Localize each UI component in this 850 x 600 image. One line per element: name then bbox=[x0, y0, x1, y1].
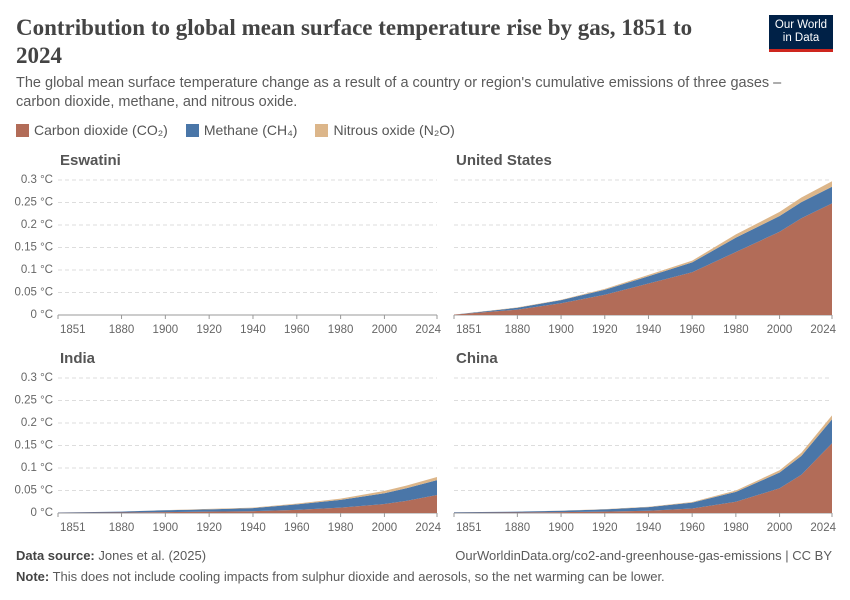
y-tick-label: 0.3 °C bbox=[21, 174, 53, 186]
x-tick-label: 2024 bbox=[810, 522, 836, 534]
legend-swatch bbox=[185, 123, 199, 137]
legend: Carbon dioxide (CO₂) Methane (CH₄) Nitrous… bbox=[16, 122, 455, 138]
x-tick-label: 2024 bbox=[810, 324, 836, 336]
x-tick-label: 1980 bbox=[723, 324, 749, 336]
x-tick-label: 1960 bbox=[679, 324, 705, 336]
area bbox=[454, 443, 832, 513]
x-tick-label: 1960 bbox=[284, 324, 310, 336]
y-tick-label: 0.1 °C bbox=[21, 462, 53, 474]
x-tick-label: 2024 bbox=[415, 522, 441, 534]
x-tick-label: 1900 bbox=[548, 324, 574, 336]
legend-item[interactable]: Carbon dioxide (CO₂) bbox=[16, 122, 168, 138]
area bbox=[454, 203, 832, 315]
y-tick-label: 0.15 °C bbox=[15, 242, 53, 254]
legend-swatch bbox=[16, 123, 29, 137]
note: Note: This does not include cooling impa… bbox=[16, 569, 665, 584]
x-tick-label: 2000 bbox=[372, 324, 398, 336]
x-tick-label: 1960 bbox=[284, 522, 310, 534]
x-tick-label: 1960 bbox=[679, 522, 705, 534]
source-url[interactable]: OurWorldinData.org/co2-and-greenhouse-ga… bbox=[455, 548, 832, 563]
x-tick-label: 1851 bbox=[60, 324, 86, 336]
x-tick-label: 1920 bbox=[592, 522, 618, 534]
x-tick-label: 1900 bbox=[153, 324, 179, 336]
panel-title: India bbox=[60, 350, 96, 367]
y-tick-label: 0.05 °C bbox=[15, 287, 53, 299]
x-tick-label: 1851 bbox=[456, 324, 482, 336]
legend-label: Nitrous oxide (N₂O) bbox=[333, 122, 455, 138]
x-tick-label: 1900 bbox=[153, 522, 179, 534]
x-tick-label: 1980 bbox=[328, 324, 354, 336]
x-tick-label: 1940 bbox=[240, 324, 266, 336]
x-tick-label: 1980 bbox=[328, 522, 354, 534]
legend-item[interactable]: Nitrous oxide (N₂O) bbox=[315, 122, 455, 138]
logo[interactable]: Our World in Data bbox=[769, 15, 833, 52]
x-tick-label: 1940 bbox=[636, 522, 662, 534]
x-tick-label: 1940 bbox=[636, 324, 662, 336]
y-tick-label: 0.2 °C bbox=[21, 219, 53, 231]
panel-title: United States bbox=[456, 152, 552, 169]
y-tick-label: 0.1 °C bbox=[21, 264, 53, 276]
note-text: This does not include cooling impacts fr… bbox=[52, 569, 665, 584]
y-tick-label: 0 °C bbox=[31, 309, 54, 321]
panel-title: China bbox=[456, 350, 498, 367]
legend-label: Carbon dioxide (CO₂) bbox=[34, 122, 168, 138]
area bbox=[58, 480, 437, 513]
data-source-text: Jones et al. (2025) bbox=[98, 548, 207, 563]
x-tick-label: 1851 bbox=[456, 522, 482, 534]
x-tick-label: 1940 bbox=[240, 522, 266, 534]
y-tick-label: 0 °C bbox=[31, 507, 54, 519]
x-tick-label: 1851 bbox=[60, 522, 86, 534]
x-tick-label: 2000 bbox=[372, 522, 398, 534]
y-tick-label: 0.2 °C bbox=[21, 417, 53, 429]
panel-title: Eswatini bbox=[60, 152, 121, 169]
data-source-label: Data source: bbox=[16, 548, 95, 563]
y-tick-label: 0.3 °C bbox=[21, 372, 53, 384]
chart-subtitle: The global mean surface temperature chan… bbox=[16, 75, 782, 110]
legend-label: Methane (CH₄) bbox=[203, 122, 298, 138]
x-tick-label: 1920 bbox=[196, 324, 222, 336]
chart-title: Contribution to global mean surface temp… bbox=[16, 15, 693, 68]
x-tick-label: 1900 bbox=[548, 522, 574, 534]
note-label: Note: bbox=[16, 569, 50, 584]
y-tick-label: 0.15 °C bbox=[15, 440, 53, 452]
data-source: Data source: Jones et al. (2025) bbox=[16, 548, 206, 563]
logo-text: Our World bbox=[774, 19, 828, 31]
x-tick-label: 1920 bbox=[592, 324, 618, 336]
x-tick-label: 1880 bbox=[109, 522, 135, 534]
x-tick-label: 1880 bbox=[109, 324, 135, 336]
legend-item[interactable]: Methane (CH₄) bbox=[185, 122, 298, 138]
area bbox=[58, 495, 437, 513]
y-tick-label: 0.25 °C bbox=[15, 395, 53, 407]
x-tick-label: 1880 bbox=[505, 324, 531, 336]
x-tick-label: 2000 bbox=[767, 324, 793, 336]
y-tick-label: 0.25 °C bbox=[15, 197, 53, 209]
y-tick-label: 0.05 °C bbox=[15, 485, 53, 497]
logo-text: in Data bbox=[782, 32, 820, 44]
x-tick-label: 2000 bbox=[767, 522, 793, 534]
legend-swatch bbox=[315, 123, 329, 137]
x-tick-label: 2024 bbox=[415, 324, 441, 336]
x-tick-label: 1880 bbox=[505, 522, 531, 534]
x-tick-label: 1980 bbox=[723, 522, 749, 534]
x-tick-label: 1920 bbox=[196, 522, 222, 534]
